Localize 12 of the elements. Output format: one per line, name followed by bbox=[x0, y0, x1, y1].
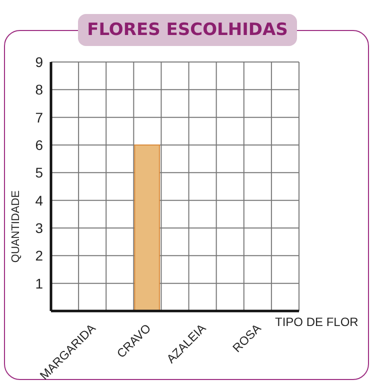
y-tick-label: 3 bbox=[35, 220, 44, 236]
y-tick-label: 4 bbox=[35, 192, 44, 208]
chart-title: FLORES ESCOLHIDAS bbox=[78, 14, 297, 46]
y-tick-label: 9 bbox=[35, 54, 44, 70]
y-tick-label: 7 bbox=[35, 109, 44, 126]
x-axis-title: TIPO DE FLOR bbox=[275, 315, 359, 329]
y-tick-label: 6 bbox=[35, 136, 44, 153]
y-axis-title: QUANTIDADE bbox=[10, 190, 22, 263]
y-tick-label: 5 bbox=[35, 164, 44, 181]
y-tick-label: 8 bbox=[35, 82, 44, 98]
y-tick-label: 1 bbox=[35, 275, 44, 292]
y-tick-label: 2 bbox=[35, 248, 44, 264]
